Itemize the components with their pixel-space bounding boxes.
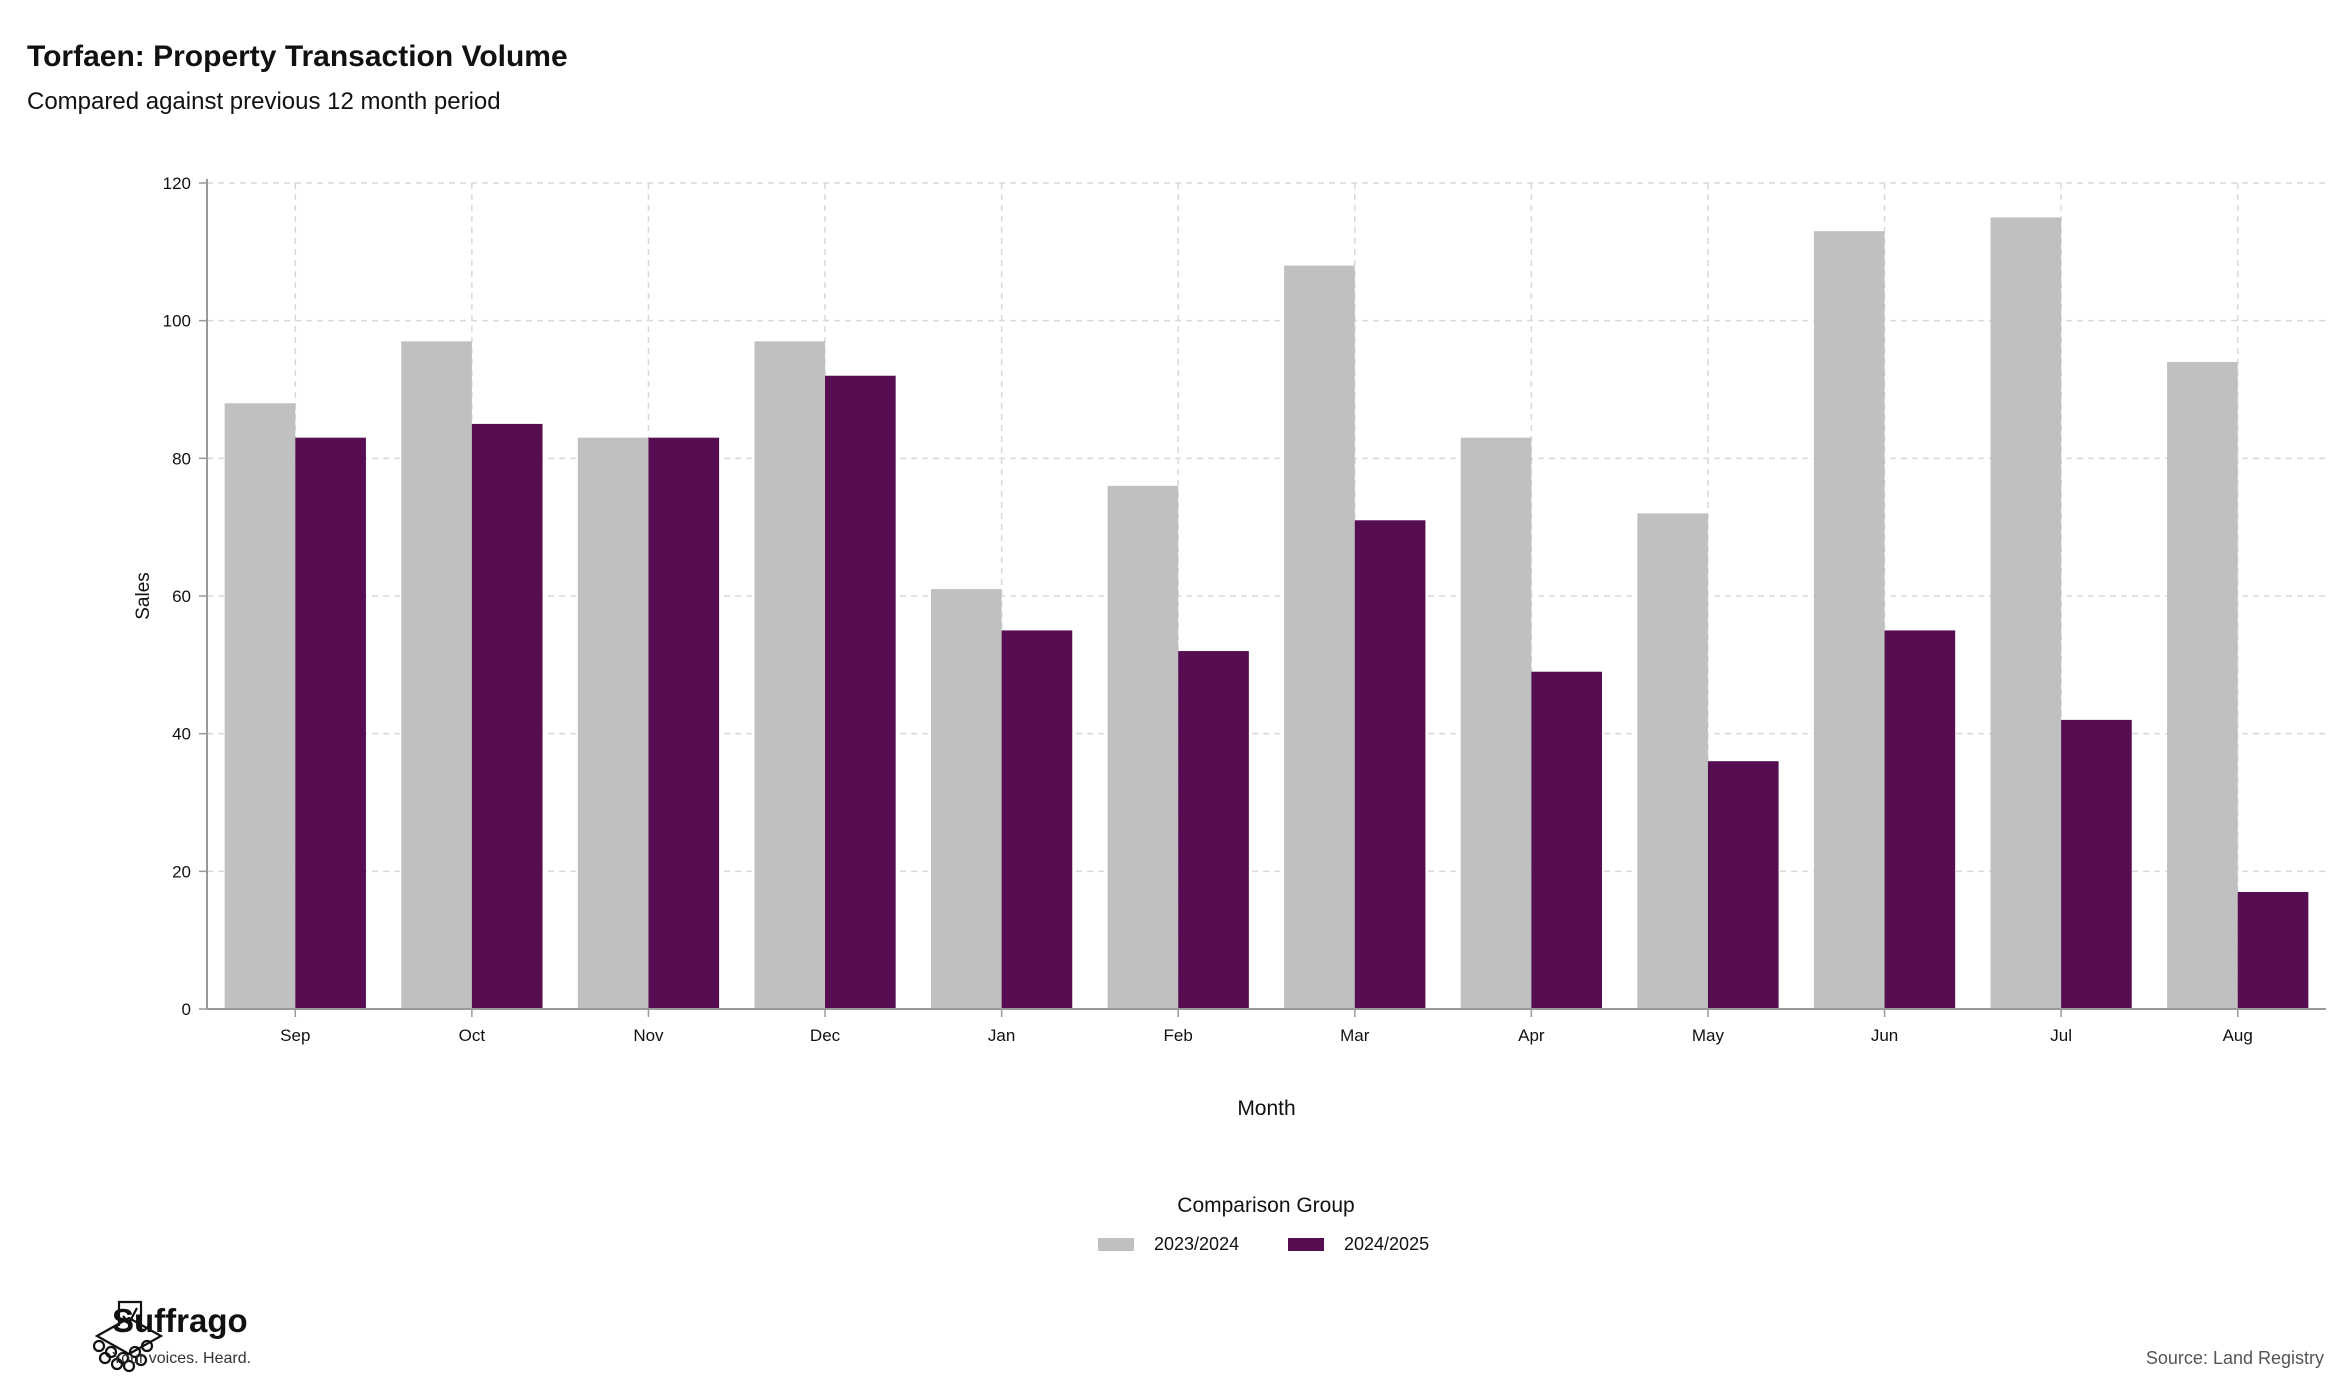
y-tick-label: 80: [172, 449, 191, 468]
legend-title: Comparison Group: [1177, 1194, 1354, 1217]
bar-2023-2024-feb: [1107, 485, 1179, 1009]
bar-2024-2025-mar: [1354, 520, 1426, 1009]
bar-2024-2025-dec: [825, 375, 896, 1009]
x-tick-label: Mar: [1340, 1026, 1370, 1045]
x-tick-label: Aug: [2223, 1026, 2253, 1045]
bar-2023-2024-apr: [1460, 437, 1532, 1009]
legend-label: 2023/2024: [1154, 1234, 1239, 1254]
legend-swatch: [1288, 1238, 1324, 1251]
x-tick-label: Jan: [988, 1026, 1015, 1045]
x-tick-label: Dec: [810, 1026, 841, 1045]
y-axis-title: Sales: [133, 572, 154, 620]
legend-label: 2024/2025: [1344, 1234, 1429, 1254]
x-tick-label: Jul: [2050, 1026, 2072, 1045]
bar-2023-2024-oct: [401, 341, 472, 1010]
bar-2024-2025-oct: [471, 423, 543, 1010]
bar-2023-2024-aug: [2167, 361, 2238, 1009]
bar-2024-2025-apr: [1531, 671, 1603, 1009]
bar-2023-2024-may: [1637, 513, 1708, 1009]
x-tick-label: Oct: [459, 1026, 486, 1045]
bar-2023-2024-jul: [1990, 217, 2062, 1009]
legend-swatch: [1098, 1238, 1134, 1251]
bar-2023-2024-nov: [577, 437, 649, 1009]
bar-2023-2024-jan: [930, 589, 1002, 1009]
ballot-box-icon: [92, 1300, 164, 1373]
bar-2024-2025-jul: [2061, 719, 2132, 1009]
bar-2024-2025-nov: [648, 437, 720, 1009]
y-tick-label: 120: [163, 174, 191, 193]
x-tick-label: Sep: [280, 1026, 310, 1045]
bar-2024-2025-may: [1707, 761, 1779, 1009]
bar-2024-2025-aug: [2237, 891, 2309, 1009]
chart-subtitle: Compared against previous 12 month perio…: [27, 88, 501, 115]
bar-2024-2025-jun: [1884, 630, 1956, 1009]
x-tick-label: Jun: [1871, 1026, 1898, 1045]
x-axis-title: Month: [1237, 1097, 1295, 1120]
bar-2023-2024-sep: [224, 403, 296, 1009]
y-tick-label: 60: [172, 587, 191, 606]
chart-title: Torfaen: Property Transaction Volume: [27, 40, 568, 73]
brand-tagline: Your voices. Heard.: [112, 1350, 252, 1367]
bar-2023-2024-mar: [1284, 265, 1355, 1010]
brand-name: Suffrago: [112, 1302, 248, 1339]
source-note: Source: Land Registry: [2145, 1348, 2324, 1368]
y-tick-label: 20: [172, 862, 191, 881]
x-tick-label: Apr: [1518, 1026, 1545, 1045]
bar-2024-2025-feb: [1178, 651, 1249, 1009]
x-tick-label: Nov: [633, 1026, 664, 1045]
y-tick-label: 40: [172, 725, 191, 744]
y-tick-label: 0: [182, 1000, 191, 1019]
bar-2023-2024-jun: [1813, 231, 1885, 1009]
bar-2024-2025-sep: [295, 437, 366, 1009]
x-tick-label: Feb: [1164, 1026, 1193, 1045]
bar-2024-2025-jan: [1001, 630, 1073, 1009]
bar-2023-2024-dec: [754, 341, 826, 1010]
x-tick-label: May: [1692, 1026, 1725, 1045]
y-tick-label: 100: [163, 312, 191, 331]
